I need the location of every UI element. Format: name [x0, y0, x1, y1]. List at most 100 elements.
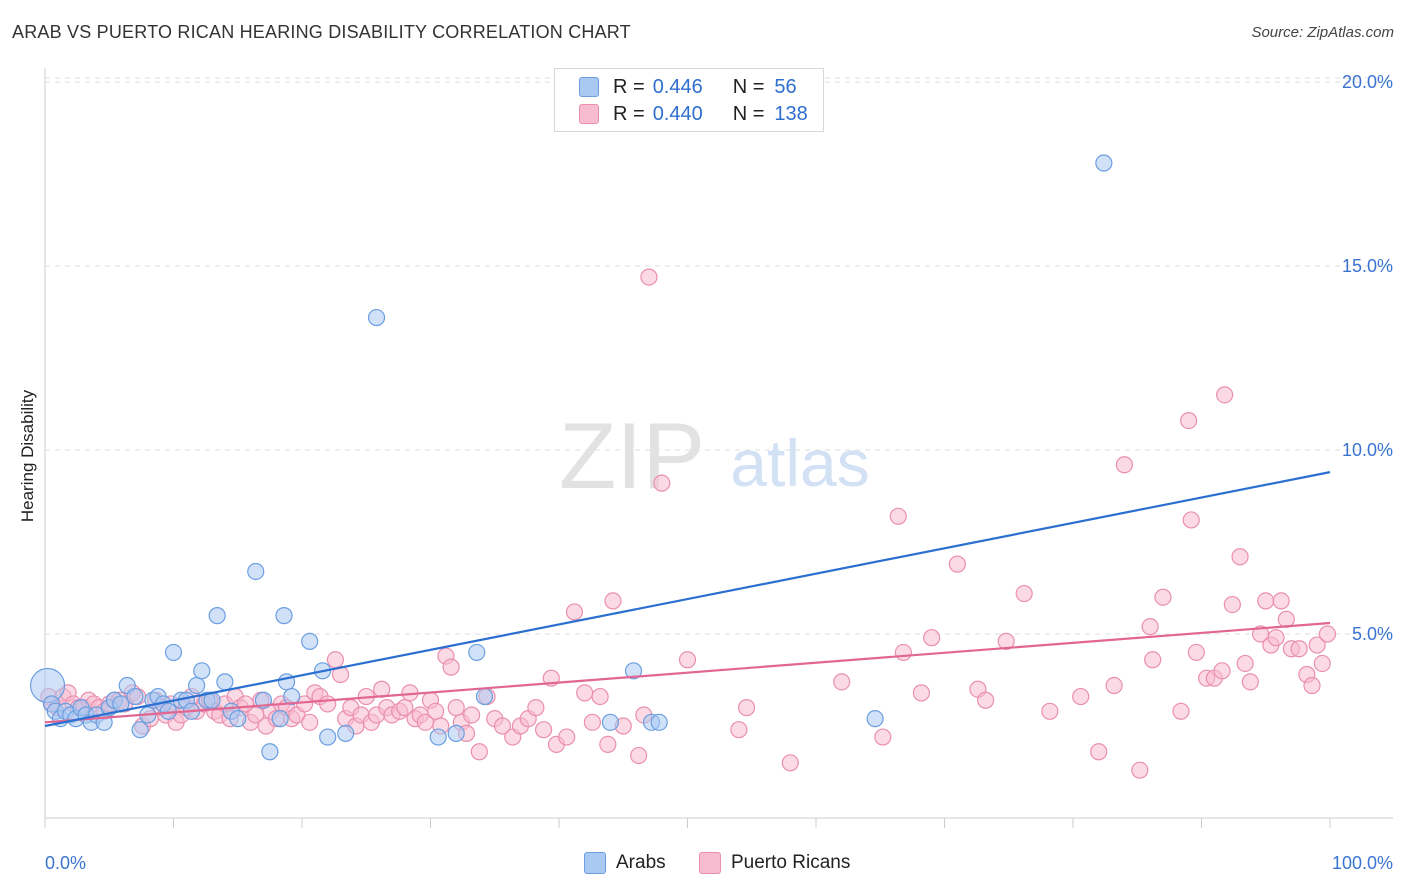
arab-point: [337, 724, 355, 742]
source-label: Source: ZipAtlas.com: [1251, 24, 1394, 41]
puerto-rican-point: [591, 687, 609, 706]
arab-point: [468, 643, 486, 662]
trend-lines: [44, 471, 1331, 728]
puerto-rican-point: [1187, 643, 1205, 662]
legend-row-arabs: R = 0.446 N = 56: [579, 75, 797, 99]
arab-point: [164, 643, 183, 662]
puerto-rican-point: [527, 699, 545, 717]
puerto-rican-point: [678, 651, 697, 669]
arabs-swatch: [584, 852, 606, 874]
legend-n-label: N =: [732, 102, 765, 125]
puerto-rican-point: [1041, 702, 1059, 720]
puerto-rican-point: [640, 268, 658, 286]
puerto-rican-point: [1241, 673, 1259, 691]
puerto-rican-point: [653, 474, 671, 492]
puerto-rican-point: [1236, 654, 1254, 673]
puerto-rican-point: [1216, 386, 1234, 404]
correlation-legend: R = 0.446 N = 56 R = 0.440 N = 138: [554, 68, 824, 132]
arab-point: [319, 728, 337, 746]
arab-point: [429, 728, 447, 746]
series-legend: Arabs Puerto Ricans: [0, 852, 1406, 878]
puerto-rican-point: [1015, 584, 1033, 603]
x-tick-label-min: 0.0%: [45, 853, 86, 873]
arab-point: [275, 607, 293, 625]
puerto-rican-point: [583, 713, 602, 731]
arab-point: [301, 632, 319, 650]
puerto-rican-point: [604, 592, 622, 610]
legend-r-label: R =: [613, 75, 645, 98]
puerto-ricans-points: [40, 268, 1337, 779]
chart-title: ARAB VS PUERTO RICAN HEARING DISABILITY …: [12, 22, 631, 42]
arab-point: [131, 721, 149, 739]
legend-n-label: N =: [732, 75, 765, 98]
arab-point: [447, 724, 465, 742]
puerto-rican-point: [730, 721, 748, 739]
puerto-rican-point: [997, 632, 1015, 650]
puerto-rican-point: [1141, 618, 1159, 636]
puerto-rican-point: [912, 684, 930, 702]
arab-point: [216, 673, 234, 691]
arab-point: [126, 687, 144, 706]
puerto-rican-point: [1257, 592, 1275, 610]
arab-point: [283, 687, 301, 706]
puerto-ricans-swatch: [579, 104, 599, 124]
x-tick-label-max: 100.0%: [1332, 853, 1393, 873]
puerto-rican-point: [1172, 702, 1190, 720]
puerto-rican-point: [781, 754, 799, 772]
puerto-rican-point: [1290, 640, 1308, 658]
puerto-rican-point: [1144, 651, 1162, 669]
y-tick-label: 10.0%: [1342, 440, 1393, 460]
legend-item-arabs[interactable]: Arabs: [584, 852, 666, 874]
puerto-rican-point: [1090, 743, 1108, 761]
y-tick-label: 15.0%: [1342, 256, 1393, 276]
arab-point: [271, 710, 289, 728]
puerto-rican-point: [427, 702, 445, 720]
arab-point: [188, 676, 206, 695]
gridlines: [45, 77, 1393, 635]
arab-point: [624, 662, 643, 680]
arab-point: [601, 713, 620, 731]
legend-n-value: 56: [774, 75, 797, 98]
puerto-rican-point: [470, 743, 488, 761]
puerto-rican-point: [442, 658, 460, 676]
puerto-rican-point: [894, 643, 912, 662]
puerto-rican-point: [923, 629, 941, 647]
puerto-rican-point: [599, 735, 617, 754]
legend-r-label: R =: [613, 102, 645, 125]
watermark-zip: ZIP: [559, 403, 705, 508]
arab-point: [1095, 154, 1113, 172]
legend-item-puerto-ricans[interactable]: Puerto Ricans: [699, 852, 850, 874]
puerto-rican-point: [493, 717, 512, 735]
puerto-rican-point: [558, 728, 576, 746]
puerto-rican-point: [1115, 456, 1134, 474]
arab-point: [247, 562, 265, 581]
puerto-rican-point: [565, 603, 584, 621]
puerto-rican-point: [1131, 761, 1149, 779]
puerto-rican-point: [1213, 662, 1231, 680]
puerto-rican-point: [889, 507, 907, 525]
puerto-rican-point: [1318, 625, 1337, 643]
puerto-rican-point: [447, 699, 465, 717]
arab-point: [866, 710, 884, 728]
puerto-rican-point: [534, 721, 553, 739]
arab-point: [475, 687, 494, 706]
arab-point: [261, 743, 279, 761]
puerto-rican-point: [1231, 548, 1249, 566]
puerto-rican-point: [833, 673, 851, 691]
puerto-rican-point: [977, 691, 995, 709]
watermark: ZIP atlas: [559, 403, 870, 508]
puerto-rican-point: [1154, 588, 1172, 606]
puerto-ricans-trend-line: [44, 621, 1331, 724]
legend-label-arabs: Arabs: [616, 852, 666, 873]
puerto-rican-point: [630, 746, 648, 765]
arab-point: [193, 662, 211, 680]
puerto-ricans-swatch: [699, 852, 721, 874]
arab-point: [208, 607, 226, 625]
arab-point: [367, 308, 386, 327]
puerto-rican-point: [576, 684, 594, 702]
puerto-rican-point: [1105, 676, 1123, 695]
puerto-rican-point: [1308, 636, 1326, 654]
puerto-rican-point: [326, 651, 345, 669]
legend-n-value: 138: [774, 102, 808, 125]
